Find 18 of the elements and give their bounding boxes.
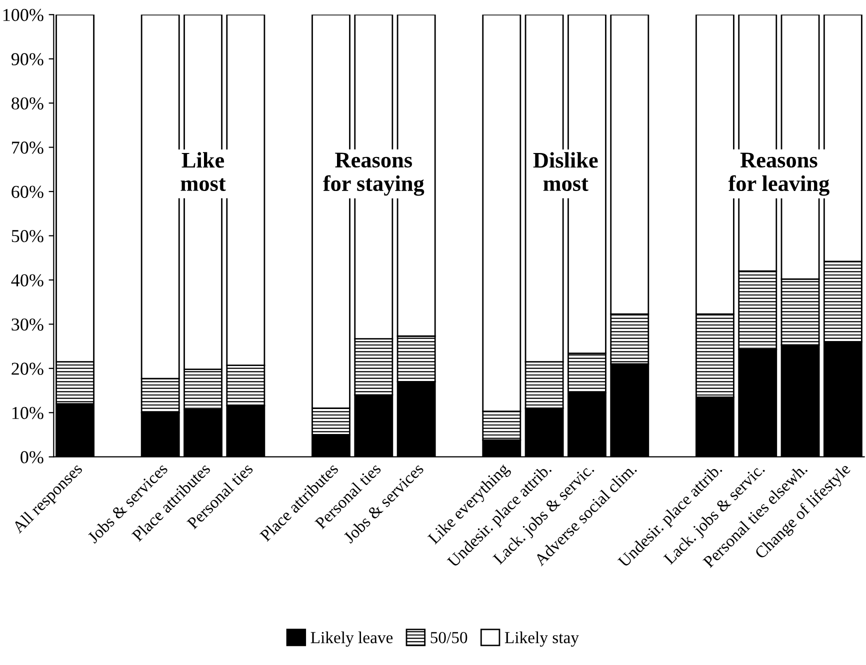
y-tick-label: 30% (12, 318, 44, 331)
legend-label: Likely leave (310, 632, 393, 647)
legend-label: 50/50 (430, 632, 468, 644)
y-tick-label: 20% (12, 362, 44, 375)
y-tick-label: 60% (12, 186, 44, 198)
annotation: Like most (180, 152, 226, 192)
y-tick-label: 90% (11, 53, 44, 66)
annotation: Reasons for leaving (728, 152, 830, 196)
y-tick-label: 10% (12, 406, 44, 420)
y-tick-label: 40% (11, 274, 44, 286)
y-tick-label: 80% (12, 97, 44, 110)
annotation: Dislike most (533, 152, 598, 192)
annotation: Reasons for staying (323, 152, 424, 196)
y-tick-label: 50% (12, 230, 44, 242)
y-tick-label: 100% (3, 8, 44, 22)
y-tick-label: 70% (12, 142, 44, 154)
y-tick-label: 0% (20, 451, 44, 464)
legend-label: Likely stay (504, 632, 579, 647)
